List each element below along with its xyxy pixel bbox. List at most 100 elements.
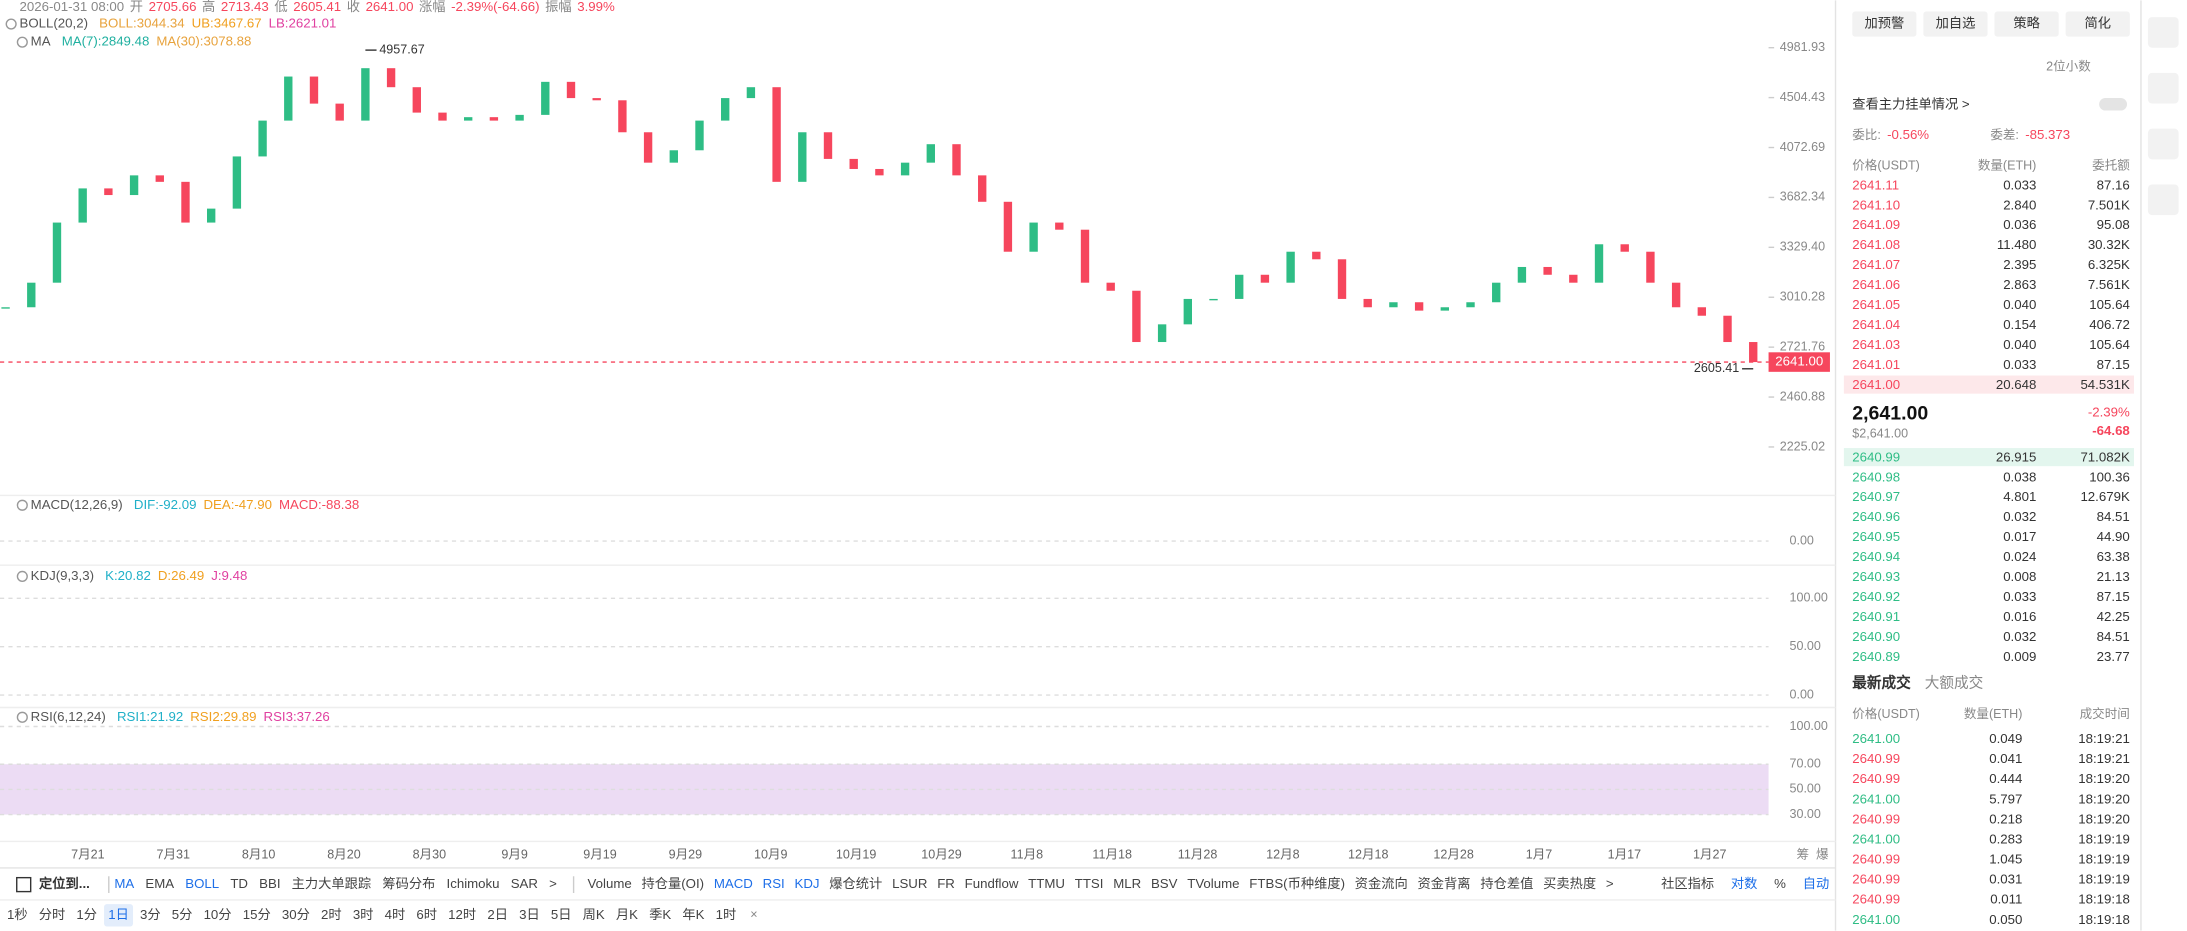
toolbar-item[interactable]: TTMU [1028,876,1065,891]
button-label[interactable]: 简化 [2084,15,2111,31]
legend-icon[interactable] [16,711,28,723]
toolbar-item[interactable]: TTSI [1075,876,1104,891]
toolbar-item[interactable]: > [1606,876,1614,891]
toolbar-item[interactable]: 爆仓统计 [829,876,882,891]
legend-icon[interactable] [16,499,28,511]
button[interactable] [1923,11,1988,37]
toolbar-item[interactable]: % [1774,876,1786,891]
toolbar-item[interactable]: 5日 [551,907,572,922]
toolbar-item[interactable]: 资金背离 [1418,875,1471,891]
toolbar-item[interactable]: Fundflow [965,876,1019,891]
side-icon[interactable] [2147,72,2179,104]
toolbar-item[interactable]: MA [114,876,134,891]
toolbar-item[interactable]: 3日 [519,907,540,922]
x-tick-label: 9月19 [583,848,617,862]
toolbar-item[interactable]: 1时 [716,907,737,922]
toolbar-item[interactable]: RSI [763,876,785,891]
bids-cell: 84.51 [2097,629,2130,644]
toolbar-item[interactable]: 年K [682,907,704,922]
x-tick-label: 7月31 [156,848,190,862]
toolbar-item[interactable]: 主力大单跟踪 [292,876,372,891]
toolbar-item[interactable]: 3时 [353,907,374,922]
toolbar-item[interactable]: 筹码分布 [382,875,435,891]
toolbar-item[interactable]: FR [937,876,955,891]
legend-icon[interactable] [5,18,17,30]
candle [1646,251,1655,283]
button[interactable] [1852,11,1917,37]
asks-cell: 11.480 [1997,237,2037,252]
asks-cell: 2.863 [2003,277,2036,292]
y-tick-label: 0.00 [1789,687,1813,701]
active-bg [104,904,134,927]
toolbar-item[interactable]: 3分 [140,907,161,922]
corner-label[interactable]: 筹 [1796,847,1809,862]
toolbar-item[interactable]: 自动 [1803,876,1830,891]
close-icon[interactable]: × [750,908,757,922]
toolbar-item[interactable]: 30分 [282,907,310,922]
locate[interactable]: 定位到... [39,875,90,891]
toolbar-item[interactable]: TD [230,876,248,891]
toolbar-item[interactable]: FTBS(币种维度) [1249,876,1345,891]
toolbar-item[interactable]: 6时 [416,907,437,922]
toolbar-item[interactable]: 月K [616,907,638,922]
toolbar-item[interactable]: Volume [588,876,632,891]
toolbar-item[interactable]: BBI [259,876,280,891]
toolbar-item[interactable]: 5分 [172,907,193,922]
calendar-icon[interactable] [16,876,32,893]
bids-cell: 2640.94 [1852,549,1900,564]
toolbar-item[interactable]: LSUR [892,876,927,891]
toggle[interactable] [2099,97,2128,111]
toolbar-item[interactable]: KDJ [795,876,820,891]
precision-select[interactable]: 2位小数 [2046,60,2091,74]
side-icon[interactable] [2147,184,2179,216]
toolbar-item[interactable]: 社区指标 [1661,876,1714,891]
toolbar-item[interactable]: 4时 [385,907,406,922]
toolbar-item[interactable]: 12时 [448,907,476,922]
toolbar-item[interactable]: 2时 [321,907,342,922]
button-label[interactable]: 加预警 [1864,16,1904,31]
button-label[interactable]: 加自选 [1936,16,1976,31]
toolbar-item[interactable]: SAR [511,876,538,891]
candle [952,144,961,176]
toolbar-item[interactable]: 10分 [204,907,232,922]
toolbar-item[interactable]: 买卖热度 [1543,876,1596,891]
legend-icon[interactable] [16,36,28,48]
main-orders-link[interactable]: 查看主力挂单情况 > [1852,96,1970,111]
side-icon[interactable] [2147,128,2179,160]
toolbar-item[interactable]: 1分 [76,907,97,922]
toolbar-item[interactable]: BSV [1151,876,1178,891]
toolbar-item[interactable]: MACD [714,876,753,891]
button[interactable] [2065,11,2130,37]
toolbar-item[interactable]: TVolume [1187,876,1239,891]
toolbar-item[interactable]: 2日 [487,907,508,922]
bids-cell: 23.77 [2097,649,2130,664]
indicator-value: DIF:-92.09 [134,497,197,512]
toolbar-item[interactable]: 1秒 [7,907,28,922]
trade-tab[interactable]: 大额成交 [1925,674,1984,692]
toolbar-item[interactable]: Ichimoku [447,876,500,891]
corner-label[interactable]: 爆 [1816,848,1829,862]
toolbar-item[interactable]: 季K [649,907,671,922]
legend-icon[interactable] [16,570,28,582]
toolbar-item[interactable]: 15分 [243,907,271,922]
trade-tab[interactable]: 最新成交 [1852,674,1911,692]
toolbar-item[interactable]: MLR [1113,876,1141,891]
rsi-band [0,764,1769,815]
button[interactable] [1994,11,2059,37]
candle [772,87,781,182]
toolbar-item[interactable]: 1日 [108,907,129,922]
toolbar-item[interactable]: 持仓差值 [1480,876,1533,891]
toolbar-item[interactable]: 持仓量(OI) [642,876,705,891]
header-item: 2641.00 [366,0,414,14]
asks-cell: 87.15 [2097,357,2130,372]
toolbar-item[interactable]: > [549,876,557,891]
toolbar-item[interactable]: 周K [583,907,605,922]
button-label[interactable]: 策略 [2013,15,2040,31]
toolbar-item[interactable]: 分时 [39,907,66,922]
toolbar-item[interactable]: 对数 [1731,876,1758,891]
trade-price: 2641.00 [1852,731,1900,746]
toolbar-item[interactable]: 资金流向 [1355,876,1408,891]
toolbar-item[interactable]: EMA [145,876,174,891]
toolbar-item[interactable]: BOLL [185,876,219,891]
side-icon[interactable] [2147,17,2179,48]
